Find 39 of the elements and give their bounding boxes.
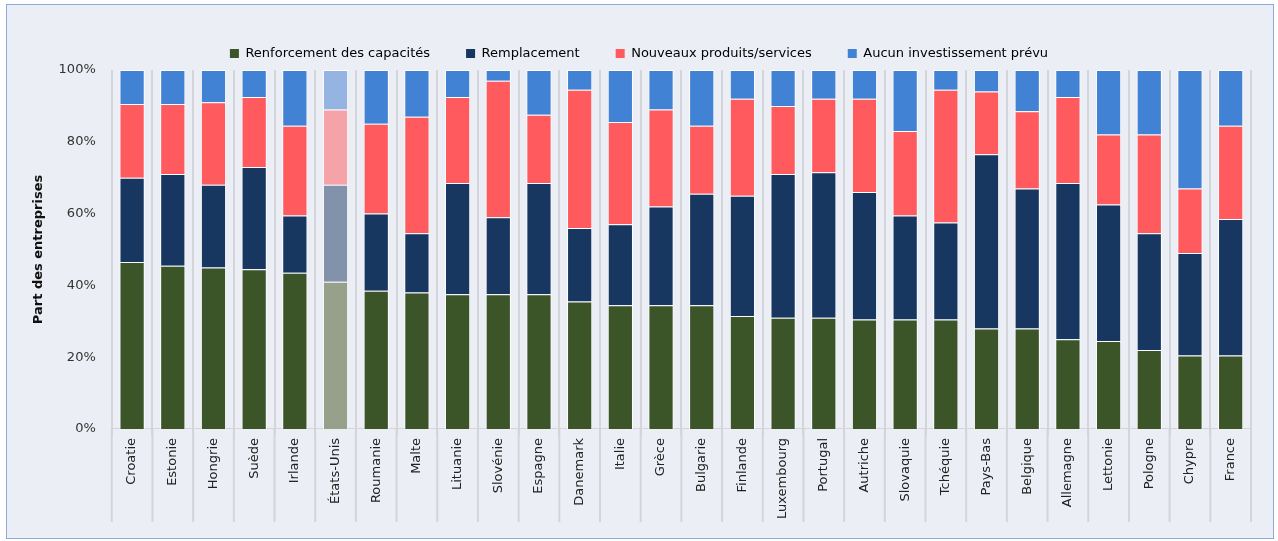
x-tick-label: Estonie: [164, 437, 180, 486]
x-tick-label: Roumanie: [367, 437, 383, 504]
x-tick-label: France: [1222, 437, 1238, 482]
x-tick-label: Lituanie: [448, 437, 464, 490]
x-tick-label: Slovénie: [489, 437, 505, 494]
y-tick-label: 100%: [58, 61, 96, 77]
legend-label: Renforcement des capacités: [245, 44, 431, 60]
x-tick-label: Italie: [611, 437, 627, 471]
x-tick-label: Irlande: [286, 437, 302, 484]
x-tick-label: Danemark: [571, 437, 587, 506]
x-tick-label: Belgique: [1018, 437, 1034, 495]
x-tick-label: Allemagne: [1059, 437, 1075, 508]
x-tick-label: États-Unis: [326, 437, 342, 504]
x-tick-label: Bulgarie: [693, 437, 709, 492]
x-tick-label: Pologne: [1140, 437, 1156, 490]
y-tick-label: 60%: [66, 204, 96, 220]
x-tick-label: Portugal: [815, 437, 831, 492]
x-tick-label: Grèce: [652, 437, 668, 477]
y-tick-label: 40%: [66, 276, 96, 292]
x-tick-label: Finlande: [733, 437, 749, 493]
x-tick-label: Autriche: [855, 437, 871, 493]
x-tick-label: Croatie: [123, 437, 139, 485]
x-tick-label: Luxembourg: [774, 437, 790, 520]
x-tick-label: Lettonie: [1099, 437, 1115, 491]
x-tick-label: Slovaquie: [896, 437, 912, 502]
x-tick-label: Tchéquie: [937, 437, 953, 497]
x-tick-label: Chypre: [1181, 437, 1197, 485]
legend-label: Nouveaux produits/services: [631, 44, 812, 60]
legend-label: Remplacement: [481, 44, 580, 60]
y-tick-label: 20%: [66, 348, 96, 364]
x-tick-label: Hongrie: [204, 437, 220, 490]
y-axis-title: Part des entreprises: [30, 174, 46, 325]
y-tick-label: 80%: [66, 133, 96, 149]
x-tick-label: Suède: [245, 437, 261, 479]
x-tick-label: Pays-Bas: [977, 437, 993, 496]
x-tick-label: Espagne: [530, 437, 546, 494]
legend-label: Aucun investissement prévu: [863, 44, 1049, 60]
y-tick-label: 0%: [75, 420, 96, 436]
x-tick-label: Malte: [408, 437, 424, 474]
